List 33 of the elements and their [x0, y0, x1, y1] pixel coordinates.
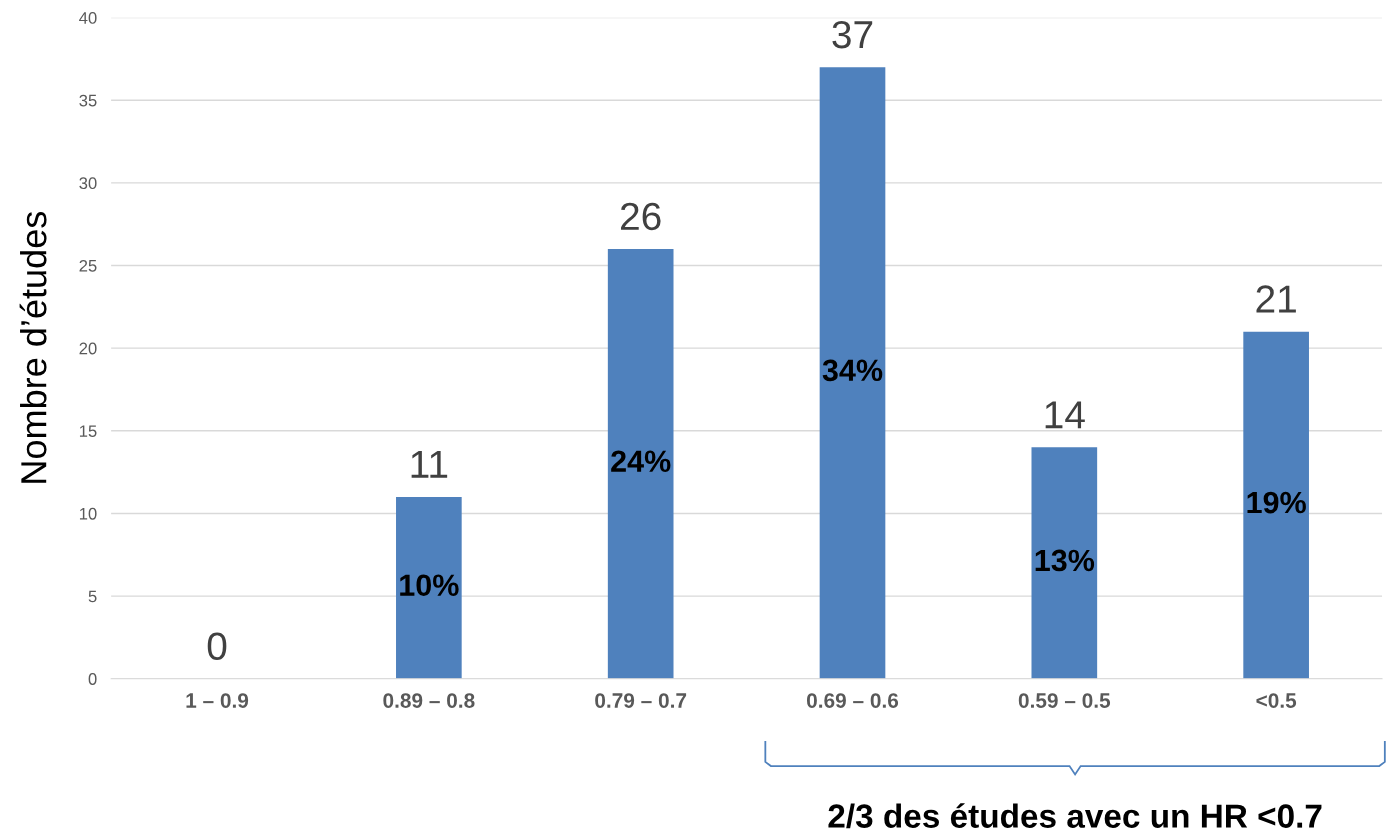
annotation: 19%	[1247, 491, 1306, 514]
y-tick-label: 40	[79, 12, 97, 24]
data-label: 0	[207, 632, 227, 660]
text: 2/3 des études avec un HR <0.7	[828, 803, 1322, 829]
y-tick-label: 30	[79, 177, 97, 190]
x-tick-label: 0.79 – 0.7	[595, 693, 687, 708]
y-tick-label: 35	[79, 94, 97, 107]
data-label: 11	[411, 450, 448, 478]
y-axis-title: Nombre d’études	[19, 211, 47, 483]
y-tick-label: 0	[88, 673, 97, 685]
y-tick-label: 20	[79, 342, 97, 355]
bar	[819, 67, 886, 679]
annotation: 10%	[400, 574, 459, 597]
bar	[607, 249, 674, 679]
data-label: 26	[621, 202, 661, 231]
x-tick-label: 0.69 – 0.6	[806, 693, 899, 708]
x-tick-label: <0.5	[1256, 693, 1297, 708]
x-tick-label: 0.59 – 0.5	[1018, 693, 1111, 708]
y-tick-label: 25	[79, 259, 97, 272]
x-tick-label: 0.89 – 0.8	[383, 693, 475, 708]
x-tick-label: 1 – 0.9	[186, 693, 249, 708]
annotation: 13%	[1035, 549, 1095, 572]
y-tick-label: 5	[88, 590, 97, 603]
annotation: 34%	[822, 359, 883, 382]
bar	[1243, 331, 1309, 679]
bar	[396, 496, 462, 679]
bar	[1031, 447, 1098, 679]
y-tick-label: 15	[79, 425, 97, 438]
annotation: 24%	[611, 450, 671, 473]
data-label: 14	[1045, 401, 1085, 429]
y-tick-label: 10	[79, 507, 97, 520]
data-label: 21	[1256, 285, 1296, 313]
data-label: 37	[832, 20, 873, 49]
